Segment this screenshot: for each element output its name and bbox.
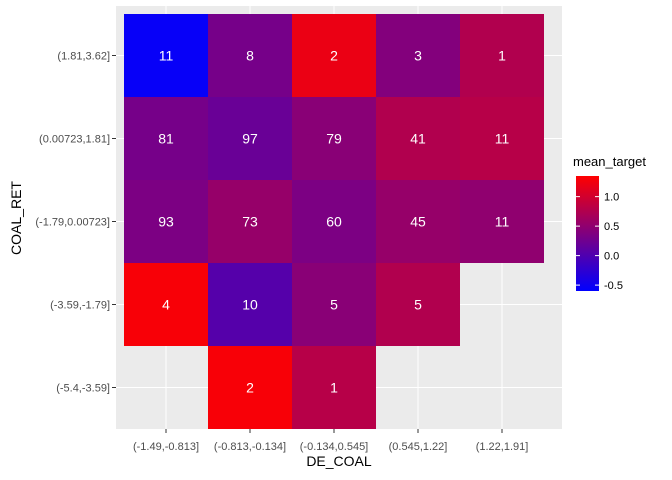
cell-count-label: 11 xyxy=(159,48,174,64)
heatmap-cell xyxy=(124,97,208,180)
heatmap-cells: 11 8 2 3 1 81 97 79 41 11 93 73 60 45 11 4 10 5 5 2 1 xyxy=(124,14,544,429)
x-tick-label: (1.22,1.91] xyxy=(476,441,529,453)
heatmap-cell xyxy=(208,263,292,346)
y-axis-title: COAL_RET xyxy=(8,181,24,255)
x-tick-label: (-0.813,-0.134] xyxy=(214,441,286,453)
x-tick-label: (-1.49,-0.813] xyxy=(133,441,199,453)
heatmap-cell xyxy=(208,14,292,97)
heatmap-cell xyxy=(124,180,208,263)
heatmap-cell xyxy=(292,346,376,429)
heatmap-cell xyxy=(208,97,292,180)
x-tick-label: (0.545,1.22] xyxy=(389,441,448,453)
heatmap-cell xyxy=(292,263,376,346)
color-legend: mean_target 1.0 0.5 0.0 -0.5 xyxy=(573,154,646,292)
cell-count-label: 4 xyxy=(162,297,170,313)
legend-tick-label: 1.0 xyxy=(604,192,619,204)
legend-tick-label: -0.5 xyxy=(604,280,623,292)
heatmap-cell xyxy=(376,14,460,97)
legend-colorbar xyxy=(576,176,599,291)
x-axis-ticks: (-1.49,-0.813] (-0.813,-0.134] (-0.134,0.5… xyxy=(133,429,528,453)
cell-count-label: 8 xyxy=(246,48,254,64)
heatmap-cell xyxy=(208,346,292,429)
cell-count-label: 5 xyxy=(414,297,422,313)
legend-tick-label: 0.5 xyxy=(604,221,619,233)
y-tick-label: (-3.59,-1.79] xyxy=(50,300,110,312)
cell-count-label: 5 xyxy=(330,297,338,313)
y-axis-ticks: (-5.4,-3.59] (-3.59,-1.79] (-1.79,0.00723]… xyxy=(35,51,116,395)
cell-count-label: 1 xyxy=(498,48,506,64)
legend-title: mean_target xyxy=(573,154,646,169)
cell-count-label: 1 xyxy=(330,380,338,396)
heatmap-cell xyxy=(208,180,292,263)
cell-count-label: 41 xyxy=(410,131,426,147)
y-tick-label: (-1.79,0.00723] xyxy=(35,217,110,229)
legend-ticks: 1.0 0.5 0.0 -0.5 xyxy=(576,192,623,292)
cell-count-label: 11 xyxy=(495,214,510,230)
heatmap-cell xyxy=(460,180,544,263)
y-tick-label: (-5.4,-3.59] xyxy=(56,383,110,395)
cell-count-label: 79 xyxy=(326,131,342,147)
cell-count-label: 81 xyxy=(158,131,174,147)
heatmap-cell xyxy=(124,14,208,97)
cell-count-label: 3 xyxy=(414,48,422,64)
cell-count-label: 97 xyxy=(242,131,258,147)
heatmap-cell xyxy=(376,97,460,180)
heatmap-cell xyxy=(376,180,460,263)
y-tick-label: (1.81,3.62] xyxy=(57,51,110,63)
heatmap-cell xyxy=(124,263,208,346)
cell-count-label: 45 xyxy=(410,214,426,230)
cell-count-label: 2 xyxy=(330,48,338,64)
cell-count-label: 93 xyxy=(158,214,174,230)
cell-count-label: 73 xyxy=(242,214,258,230)
heatmap-cell xyxy=(460,97,544,180)
cell-count-label: 2 xyxy=(246,380,254,396)
cell-count-label: 60 xyxy=(326,214,342,230)
heatmap-cell xyxy=(292,14,376,97)
cell-count-label: 10 xyxy=(242,297,258,313)
heatmap-cell xyxy=(376,263,460,346)
legend-tick-label: 0.0 xyxy=(604,251,619,263)
cell-count-label: 11 xyxy=(495,131,510,147)
y-tick-label: (0.00723,1.81] xyxy=(39,134,110,146)
heatmap-cell xyxy=(292,180,376,263)
x-axis-title: DE_COAL xyxy=(306,453,372,469)
x-tick-label: (-0.134,0.545] xyxy=(300,441,369,453)
heatmap-cell xyxy=(460,14,544,97)
heatmap-cell xyxy=(292,97,376,180)
